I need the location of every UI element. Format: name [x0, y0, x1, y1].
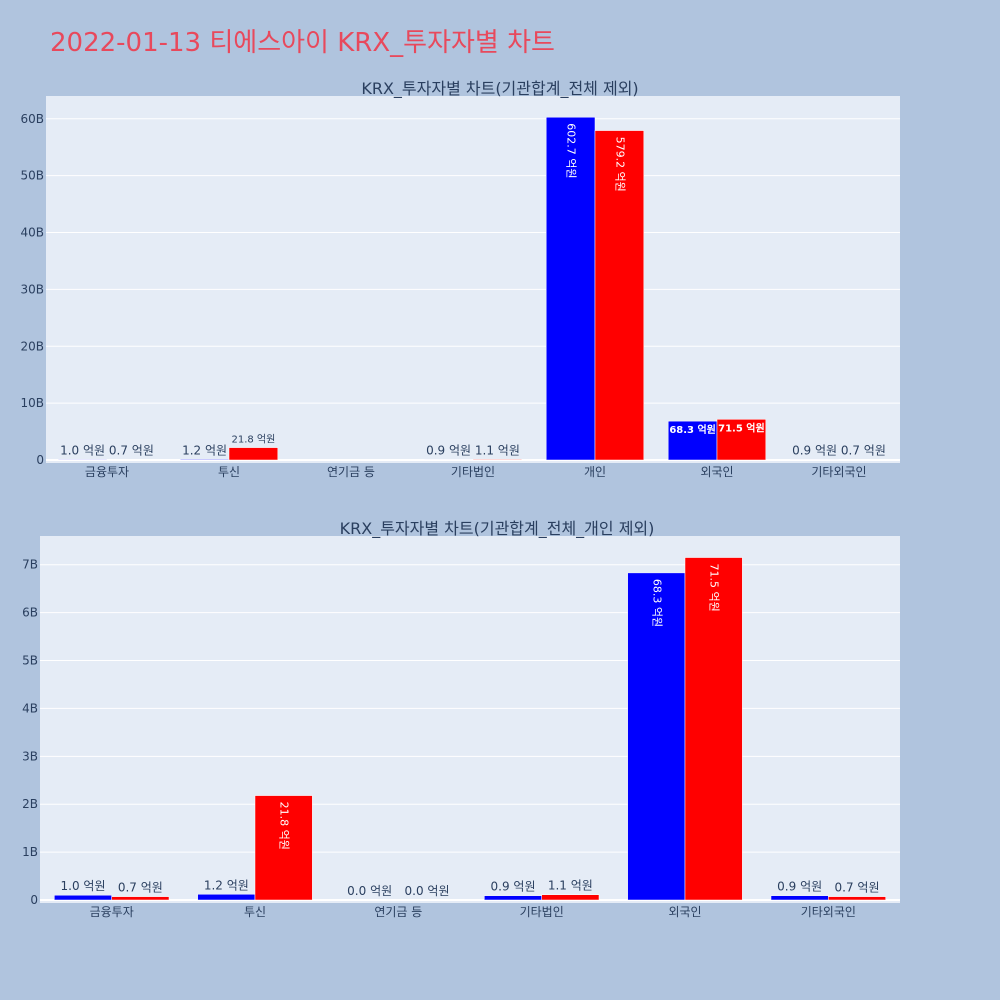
- bar-label: 0.9 억원: [792, 443, 837, 457]
- bar-label: 68.3 억원: [650, 579, 663, 627]
- y-tick-label: 4B: [22, 701, 38, 715]
- x-tick-label: 기타법인: [451, 465, 495, 479]
- x-tick-label: 연기금 등: [374, 905, 422, 919]
- bar-label: 21.8 억원: [231, 434, 275, 446]
- x-tick-label: 외국인: [700, 465, 733, 479]
- bar-label: 0.7 억원: [109, 444, 154, 458]
- x-tick-label: 투신: [218, 465, 240, 479]
- bar-label: 71.5 억원: [708, 564, 721, 612]
- bar: [472, 459, 523, 461]
- bar-label: 0.9 억원: [426, 443, 471, 457]
- bar-label: 0.9 억원: [777, 880, 822, 894]
- y-tick-label: 7B: [22, 558, 38, 572]
- bar: [667, 420, 718, 461]
- y-tick-label: 0: [30, 893, 38, 907]
- bar: [57, 459, 108, 461]
- y-tick-label: 0: [36, 453, 44, 467]
- bar: [828, 896, 886, 901]
- y-tick-label: 10B: [20, 396, 44, 410]
- y-tick-label: 60B: [20, 112, 44, 126]
- x-tick-label: 기타외국인: [811, 465, 866, 479]
- bar-label: 1.0 억원: [61, 879, 106, 893]
- bar-label: 1.1 억원: [548, 879, 593, 893]
- x-tick-label: 연기금 등: [327, 465, 375, 479]
- bar: [228, 447, 279, 461]
- x-tick-label: 금융투자: [90, 905, 134, 919]
- bar-label: 71.5 억원: [718, 421, 765, 434]
- y-tick-label: 1B: [22, 845, 38, 859]
- bar: [423, 459, 474, 461]
- plot-area-0: [46, 96, 900, 463]
- bar-label: 579.2 억원: [613, 137, 626, 192]
- x-tick-label: 기타법인: [520, 905, 564, 919]
- bar: [789, 459, 840, 461]
- bar-label: 0.9 억원: [491, 880, 536, 894]
- bar-label: 0.0 억원: [347, 884, 392, 898]
- x-tick-label: 투신: [244, 905, 266, 919]
- bar: [541, 894, 600, 901]
- bar-label: 602.7 억원: [565, 123, 578, 178]
- bar: [684, 557, 743, 901]
- bar-label: 68.3 억원: [669, 423, 716, 436]
- bar-label: 0.0 억원: [405, 884, 450, 898]
- bar: [627, 572, 686, 901]
- y-tick-label: 2B: [22, 797, 38, 811]
- y-tick-label: 50B: [20, 169, 44, 183]
- bar: [111, 896, 170, 901]
- y-tick-label: 30B: [20, 282, 44, 296]
- bar: [54, 894, 112, 901]
- bar-label: 1.2 억원: [182, 443, 227, 457]
- plot-area-1: [40, 536, 900, 903]
- bar: [484, 895, 542, 901]
- bar: [254, 795, 313, 901]
- x-tick-label: 기타외국인: [801, 905, 856, 919]
- chart-title: KRX_투자자별 차트(기관합계_전체_개인 제외): [340, 519, 655, 539]
- y-tick-label: 5B: [22, 654, 38, 668]
- page-title: 2022-01-13 티에스아이 KRX_투자자별 차트: [50, 28, 555, 58]
- chart-title: KRX_투자자별 차트(기관합계_전체 제외): [361, 79, 638, 99]
- bar-label: 1.1 억원: [475, 443, 520, 457]
- bar-label: 0.7 억원: [835, 881, 880, 895]
- x-tick-label: 금융투자: [85, 465, 129, 479]
- bar-label: 1.2 억원: [204, 878, 249, 892]
- bar: [545, 116, 596, 461]
- bar-label: 0.7 억원: [841, 444, 886, 458]
- y-tick-label: 3B: [22, 749, 38, 763]
- bar: [716, 419, 767, 461]
- bar: [179, 459, 230, 461]
- bar: [770, 895, 829, 901]
- x-tick-label: 개인: [584, 465, 606, 479]
- y-tick-label: 40B: [20, 226, 44, 240]
- bar-label: 1.0 억원: [60, 443, 105, 457]
- bar: [197, 894, 256, 901]
- bar-label: 21.8 억원: [278, 802, 291, 850]
- y-tick-label: 6B: [22, 606, 38, 620]
- y-tick-label: 20B: [20, 339, 44, 353]
- x-tick-label: 외국인: [668, 905, 701, 919]
- bar-label: 0.7 억원: [118, 881, 163, 895]
- bar: [594, 130, 645, 461]
